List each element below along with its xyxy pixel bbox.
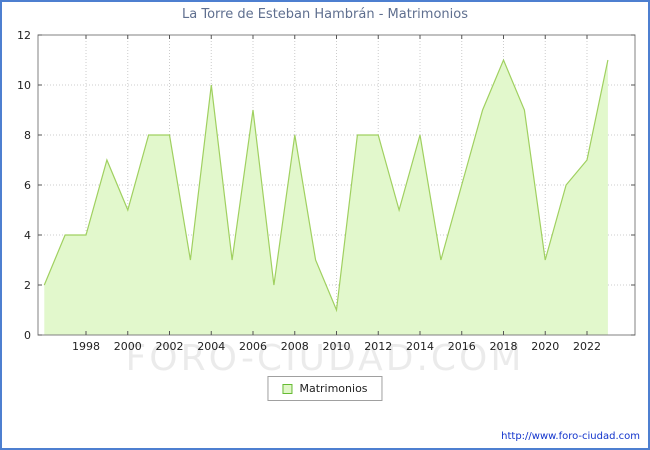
y-tick-label: 8: [24, 129, 31, 142]
series-area-fill: [44, 60, 608, 335]
legend-label: Matrimonios: [299, 382, 368, 395]
x-tick-label: 2004: [197, 340, 225, 353]
y-tick-label: 12: [17, 29, 31, 42]
y-tick-label: 0: [24, 329, 31, 342]
x-tick-label: 2012: [364, 340, 392, 353]
x-tick-label: 1998: [72, 340, 100, 353]
series-line: [43, 58, 609, 313]
x-tick-label: 2008: [281, 340, 309, 353]
footer-url-link[interactable]: http://www.foro-ciudad.com: [501, 431, 640, 442]
x-tick-label: 2006: [239, 340, 267, 353]
y-tick-label: 6: [24, 179, 31, 192]
y-tick-label: 10: [17, 79, 31, 92]
legend-swatch-icon: [282, 383, 293, 394]
x-tick-label: 2018: [489, 340, 517, 353]
x-tick-label: 2002: [156, 340, 184, 353]
x-tick-label: 2000: [114, 340, 142, 353]
x-tick-label: 2022: [573, 340, 601, 353]
x-tick-label: 2014: [406, 340, 434, 353]
x-tick-label: 2020: [531, 340, 559, 353]
chart-title: La Torre de Esteban Hambrán - Matrimonio…: [182, 7, 468, 22]
x-tick-label: 2016: [448, 340, 476, 353]
x-tick-label: 2010: [323, 340, 351, 353]
y-tick-label: 2: [24, 279, 31, 292]
y-tick-label: 4: [24, 229, 31, 242]
legend: Matrimonios: [267, 376, 383, 401]
